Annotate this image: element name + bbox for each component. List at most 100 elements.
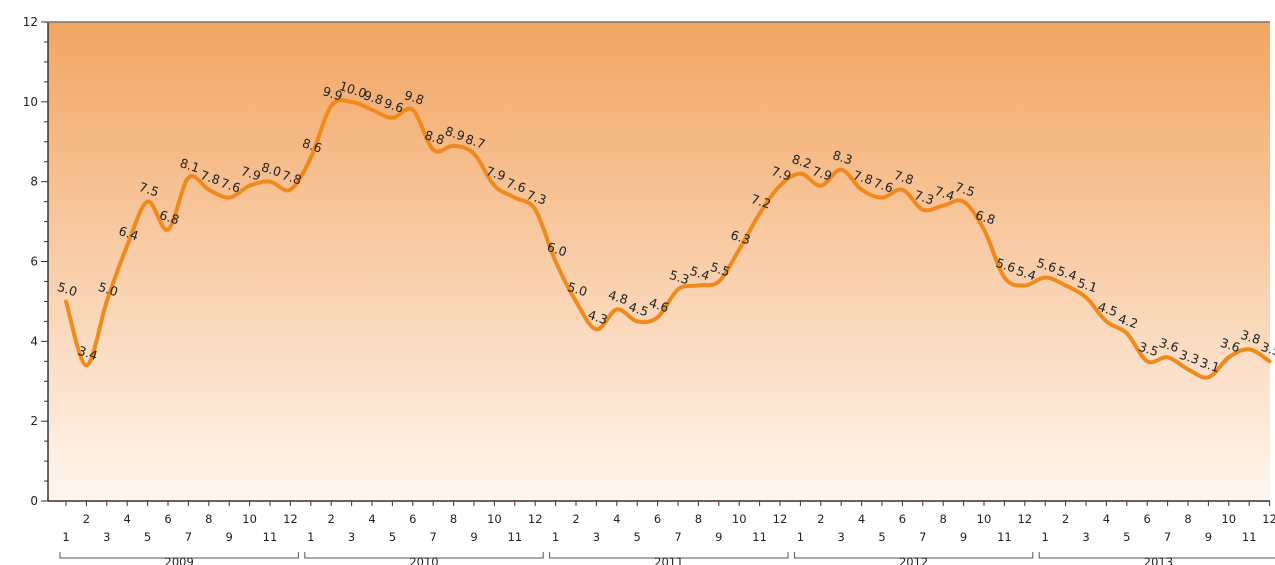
data-label: 8.0 xyxy=(260,159,284,179)
data-label: 4.6 xyxy=(647,295,671,315)
x-tick-label: 1 xyxy=(307,530,314,544)
x-tick-label: 4 xyxy=(124,512,131,526)
x-tick-label: 5 xyxy=(1123,530,1130,544)
data-label: 7.5 xyxy=(137,179,161,199)
x-tick-label: 7 xyxy=(430,530,437,544)
y-axis: 0 2 4 6 8 10 12 xyxy=(23,15,49,508)
data-label: 7.6 xyxy=(219,175,243,195)
y-tick-label: 8 xyxy=(30,175,38,189)
data-label: 8.3 xyxy=(831,147,855,167)
x-tick-label: 5 xyxy=(389,530,396,544)
data-label: 8.2 xyxy=(790,151,814,171)
data-label: 3.1 xyxy=(1198,355,1222,375)
year-bracket xyxy=(304,552,544,559)
data-label: 7.4 xyxy=(933,183,957,203)
data-label: 3.5 xyxy=(1137,339,1161,359)
y-tick-label: 10 xyxy=(23,95,38,109)
data-label: 7.8 xyxy=(280,167,304,187)
y-tick-label: 2 xyxy=(30,414,38,428)
x-tick-label: 2 xyxy=(572,512,579,526)
data-label: 5.5 xyxy=(708,259,732,279)
x-tick-label: 2 xyxy=(817,512,824,526)
year-label: 2012 xyxy=(899,555,928,565)
data-label: 9.8 xyxy=(402,87,426,107)
x-tick-label: 10 xyxy=(732,512,747,526)
data-label: 6.4 xyxy=(117,223,141,243)
data-label: 7.9 xyxy=(770,163,794,183)
y-tick-label: 12 xyxy=(23,15,38,29)
x-tick-label: 11 xyxy=(752,530,767,544)
data-label: 7.6 xyxy=(872,175,896,195)
data-label: 5.4 xyxy=(688,263,712,283)
x-tick-label: 7 xyxy=(1164,530,1171,544)
x-tick-label: 3 xyxy=(103,530,110,544)
data-label: 3.4 xyxy=(76,343,100,363)
x-tick-label: 4 xyxy=(858,512,865,526)
x-tick-label: 6 xyxy=(899,512,906,526)
year-bracket xyxy=(59,552,299,559)
data-label: 3.6 xyxy=(1218,335,1242,355)
year-label: 2010 xyxy=(409,555,438,565)
data-label: 4.5 xyxy=(627,299,651,319)
x-tick-label: 4 xyxy=(613,512,620,526)
x-tick-label: 2 xyxy=(1062,512,1069,526)
x-tick-label: 3 xyxy=(593,530,600,544)
x-tick-label: 2 xyxy=(328,512,335,526)
plot-background xyxy=(48,22,1270,501)
data-label: 4.8 xyxy=(606,287,630,307)
data-label: 9.8 xyxy=(362,87,386,107)
x-tick-label: 11 xyxy=(997,530,1012,544)
x-tick-label: 12 xyxy=(1262,512,1275,526)
x-tick-label: 10 xyxy=(977,512,992,526)
x-tick-label: 4 xyxy=(368,512,375,526)
data-label: 7.8 xyxy=(892,167,916,187)
year-label: 2009 xyxy=(165,555,194,565)
x-tick-label: 9 xyxy=(226,530,233,544)
data-label: 7.5 xyxy=(953,179,977,199)
data-label: 7.2 xyxy=(749,191,773,211)
data-label: 3.5 xyxy=(1259,339,1275,359)
data-label: 9.6 xyxy=(382,95,406,115)
data-label: 5.1 xyxy=(1076,275,1100,295)
series-line xyxy=(64,98,1272,380)
data-label: 4.3 xyxy=(586,307,610,327)
x-tick-label: 3 xyxy=(348,530,355,544)
x-tick-label: 11 xyxy=(507,530,522,544)
data-label: 7.8 xyxy=(198,167,222,187)
data-label: 5.0 xyxy=(566,279,590,299)
x-tick-label: 1 xyxy=(1042,530,1049,544)
x-tick-label: 1 xyxy=(62,530,69,544)
data-label: 8.8 xyxy=(423,127,447,147)
x-tick-label: 6 xyxy=(409,512,416,526)
data-label: 8.7 xyxy=(464,131,488,151)
x-axis: 1234567891011122009123456789101112201012… xyxy=(48,500,1275,565)
data-label: 6.3 xyxy=(729,227,753,247)
data-label: 3.6 xyxy=(1157,335,1181,355)
x-tick-label: 8 xyxy=(450,512,457,526)
data-label: 6.0 xyxy=(545,239,569,259)
data-label: 7.6 xyxy=(504,175,528,195)
x-tick-label: 6 xyxy=(1144,512,1151,526)
x-tick-label: 5 xyxy=(144,530,151,544)
year-label: 2011 xyxy=(654,555,683,565)
x-tick-label: 7 xyxy=(919,530,926,544)
x-tick-label: 12 xyxy=(1017,512,1032,526)
x-tick-label: 9 xyxy=(960,530,967,544)
data-label: 4.2 xyxy=(1116,311,1140,331)
x-tick-label: 1 xyxy=(552,530,559,544)
y-tick-label: 0 xyxy=(30,494,38,508)
data-label: 8.1 xyxy=(178,155,202,175)
x-tick-label: 8 xyxy=(205,512,212,526)
x-tick-label: 12 xyxy=(528,512,543,526)
x-tick-label: 2 xyxy=(83,512,90,526)
data-label: 5.4 xyxy=(1014,263,1038,283)
data-label: 9.9 xyxy=(321,83,345,103)
x-tick-label: 12 xyxy=(283,512,298,526)
data-label: 5.6 xyxy=(994,255,1018,275)
x-tick-label: 11 xyxy=(1242,530,1257,544)
x-tick-label: 12 xyxy=(773,512,788,526)
data-label: 7.9 xyxy=(484,163,508,183)
x-tick-label: 8 xyxy=(940,512,947,526)
data-label: 3.3 xyxy=(1178,347,1202,367)
data-label: 8.6 xyxy=(300,135,324,155)
